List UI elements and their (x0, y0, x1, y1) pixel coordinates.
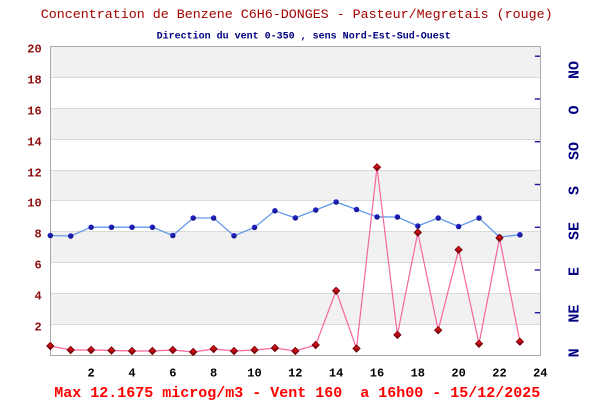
svg-text:Direction du vent 0-350 , sens: Direction du vent 0-350 , sens Nord-Est-… (157, 30, 451, 42)
svg-text:O: O (566, 105, 583, 114)
svg-text:18: 18 (411, 367, 425, 381)
svg-text:4: 4 (34, 289, 41, 303)
svg-text:2: 2 (87, 367, 94, 381)
svg-text:14: 14 (329, 367, 343, 381)
svg-text:6: 6 (169, 367, 176, 381)
svg-text:SE: SE (566, 222, 583, 240)
svg-text:8: 8 (210, 367, 217, 381)
svg-text:E: E (566, 267, 583, 276)
svg-text:16: 16 (27, 104, 41, 118)
svg-text:16: 16 (370, 367, 384, 381)
svg-text:12: 12 (288, 367, 302, 381)
svg-text:NO: NO (566, 61, 583, 79)
svg-text:22: 22 (492, 367, 506, 381)
svg-text:Max 12.1675 microg/m3 - Vent 1: Max 12.1675 microg/m3 - Vent 160 a 16h00… (54, 385, 540, 400)
svg-text:N: N (566, 348, 583, 357)
svg-text:Concentration de Benzene C6H6-: Concentration de Benzene C6H6-DONGES - P… (41, 8, 553, 23)
svg-text:24: 24 (533, 367, 547, 381)
svg-text:NE: NE (566, 305, 583, 323)
svg-text:20: 20 (27, 42, 41, 56)
svg-text:6: 6 (34, 258, 41, 272)
svg-text:2: 2 (34, 320, 41, 334)
svg-text:10: 10 (27, 196, 41, 210)
svg-text:12: 12 (27, 166, 41, 180)
svg-text:20: 20 (451, 367, 465, 381)
svg-text:SO: SO (566, 142, 583, 160)
svg-text:S: S (566, 186, 583, 195)
svg-text:8: 8 (34, 227, 41, 241)
svg-text:18: 18 (27, 73, 41, 87)
svg-text:10: 10 (247, 367, 261, 381)
svg-text:4: 4 (128, 367, 135, 381)
svg-text:14: 14 (27, 135, 41, 149)
